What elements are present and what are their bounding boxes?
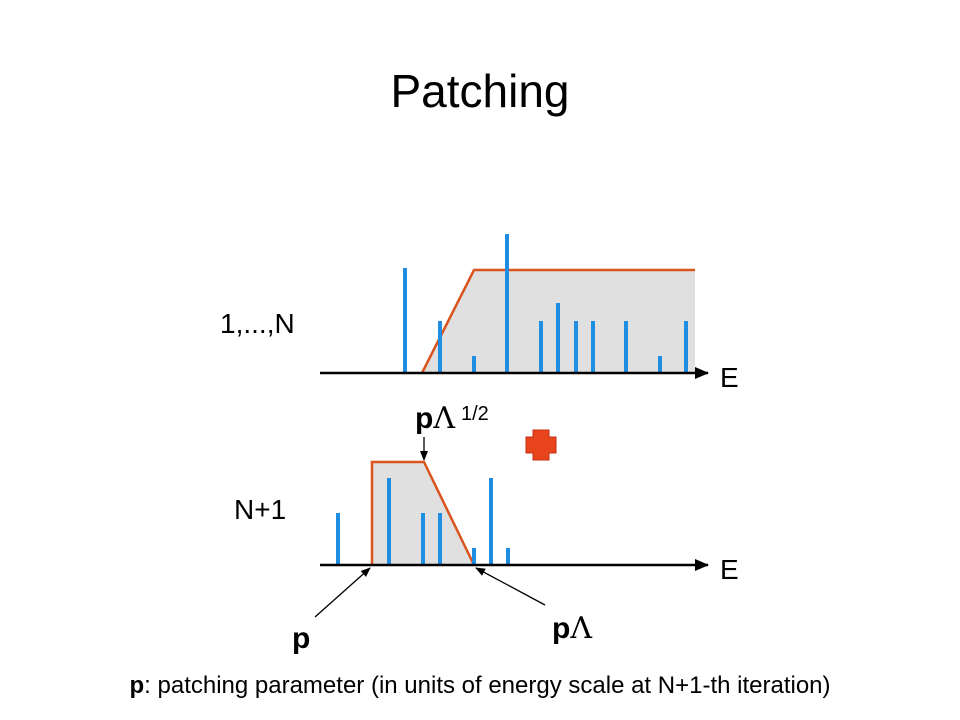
top-panel: 1,...,N E xyxy=(220,234,739,393)
title: Patching xyxy=(390,65,569,117)
row-label: 1,...,N xyxy=(220,308,295,339)
axis-label: E xyxy=(720,362,739,393)
spikes xyxy=(336,478,510,565)
p-lambda-half-label: pΛ 1/2 xyxy=(415,401,489,436)
lambda: Λ xyxy=(432,401,455,436)
spikes xyxy=(403,234,688,373)
window-edge xyxy=(370,460,476,566)
arrow xyxy=(475,567,546,606)
exponent: 1/2 xyxy=(461,403,489,425)
caption-term: p xyxy=(129,672,144,699)
bottom-panel: N+1 E xyxy=(234,460,739,585)
caption: p: patching parameter (in units of energ… xyxy=(129,672,830,699)
arrow xyxy=(314,567,371,618)
caption-text: : patching parameter (in units of energy… xyxy=(144,672,830,699)
p-lambda-label: pΛ xyxy=(552,611,592,646)
p-label: p xyxy=(292,622,310,655)
p: p xyxy=(415,402,433,435)
row-label: N+1 xyxy=(234,494,286,525)
lambda: Λ xyxy=(569,611,592,646)
p: p xyxy=(552,612,570,645)
plus-sign xyxy=(525,429,557,461)
axis-label: E xyxy=(720,554,739,585)
